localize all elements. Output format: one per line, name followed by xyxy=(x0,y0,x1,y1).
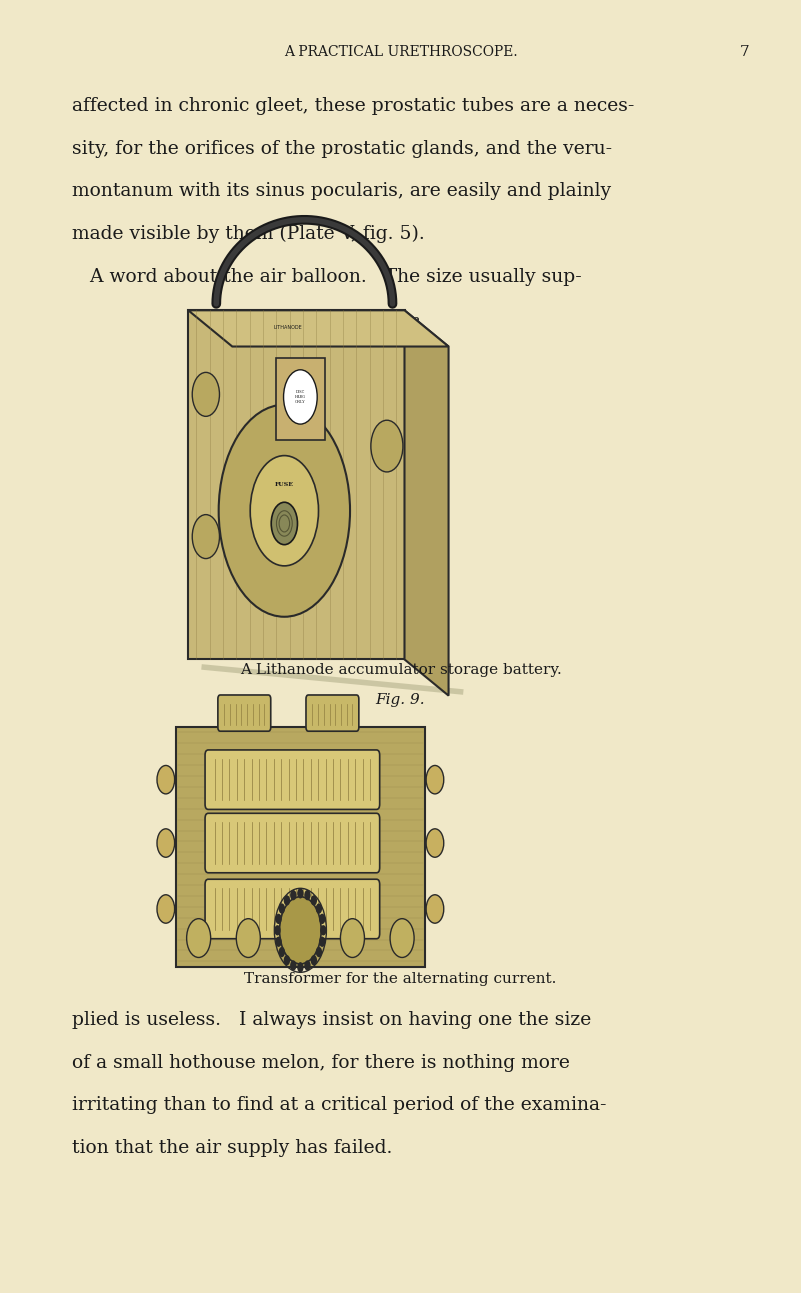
FancyBboxPatch shape xyxy=(176,727,425,967)
Circle shape xyxy=(319,914,325,924)
Circle shape xyxy=(276,936,282,946)
Circle shape xyxy=(192,372,219,416)
Text: 7: 7 xyxy=(740,45,750,59)
Circle shape xyxy=(340,919,364,957)
Polygon shape xyxy=(188,310,449,347)
Circle shape xyxy=(276,914,282,924)
Text: LITHANODE: LITHANODE xyxy=(274,325,303,330)
Text: Fig. 8.: Fig. 8. xyxy=(376,317,425,331)
Text: Transformer for the alternating current.: Transformer for the alternating current. xyxy=(244,972,557,987)
Circle shape xyxy=(426,829,444,857)
Circle shape xyxy=(290,961,296,971)
Circle shape xyxy=(426,765,444,794)
FancyBboxPatch shape xyxy=(306,694,359,732)
Text: made visible by them (Plate V, fig. 5).: made visible by them (Plate V, fig. 5). xyxy=(72,225,425,243)
Circle shape xyxy=(250,455,319,566)
Circle shape xyxy=(297,962,304,972)
Text: DISC
HARG
ONLY: DISC HARG ONLY xyxy=(295,390,306,403)
Text: tion that the air supply has failed.: tion that the air supply has failed. xyxy=(72,1139,392,1157)
Text: A word about the air balloon.   The size usually sup-: A word about the air balloon. The size u… xyxy=(72,268,582,286)
Circle shape xyxy=(290,890,296,900)
Circle shape xyxy=(304,890,311,900)
Circle shape xyxy=(157,765,175,794)
Text: sity, for the orifices of the prostatic glands, and the veru-: sity, for the orifices of the prostatic … xyxy=(72,140,612,158)
Circle shape xyxy=(371,420,403,472)
Circle shape xyxy=(192,515,219,559)
Circle shape xyxy=(297,888,304,899)
FancyBboxPatch shape xyxy=(205,750,380,809)
Circle shape xyxy=(304,961,311,971)
FancyBboxPatch shape xyxy=(205,813,380,873)
Text: A Lithanode accumulator storage battery.: A Lithanode accumulator storage battery. xyxy=(239,663,562,678)
Circle shape xyxy=(187,919,211,957)
Circle shape xyxy=(319,936,325,946)
Text: of a small hothouse melon, for there is nothing more: of a small hothouse melon, for there is … xyxy=(72,1054,570,1072)
Text: A PRACTICAL URETHROSCOPE.: A PRACTICAL URETHROSCOPE. xyxy=(284,45,517,59)
Circle shape xyxy=(280,897,321,965)
Circle shape xyxy=(272,502,297,544)
Circle shape xyxy=(311,956,317,966)
FancyBboxPatch shape xyxy=(218,694,271,732)
FancyBboxPatch shape xyxy=(276,358,325,440)
Circle shape xyxy=(274,926,280,936)
Circle shape xyxy=(157,895,175,923)
Text: plied is useless.   I always insist on having one the size: plied is useless. I always insist on hav… xyxy=(72,1011,591,1029)
Circle shape xyxy=(320,926,327,936)
Circle shape xyxy=(279,904,285,914)
Circle shape xyxy=(157,829,175,857)
Circle shape xyxy=(390,919,414,957)
Circle shape xyxy=(236,919,260,957)
FancyBboxPatch shape xyxy=(205,879,380,939)
Text: affected in chronic gleet, these prostatic tubes are a neces-: affected in chronic gleet, these prostat… xyxy=(72,97,634,115)
Circle shape xyxy=(219,405,350,617)
Polygon shape xyxy=(405,310,449,696)
Circle shape xyxy=(284,370,317,424)
FancyBboxPatch shape xyxy=(188,310,405,659)
Circle shape xyxy=(316,904,322,914)
Text: FUSE: FUSE xyxy=(275,482,294,486)
Circle shape xyxy=(284,895,290,905)
Text: Fig. 9.: Fig. 9. xyxy=(376,693,425,707)
Text: irritating than to find at a critical period of the examina-: irritating than to find at a critical pe… xyxy=(72,1096,606,1115)
Circle shape xyxy=(316,946,322,957)
Text: montanum with its sinus pocularis, are easily and plainly: montanum with its sinus pocularis, are e… xyxy=(72,182,611,200)
Circle shape xyxy=(311,895,317,905)
Circle shape xyxy=(284,956,290,966)
Circle shape xyxy=(426,895,444,923)
Circle shape xyxy=(279,946,285,957)
